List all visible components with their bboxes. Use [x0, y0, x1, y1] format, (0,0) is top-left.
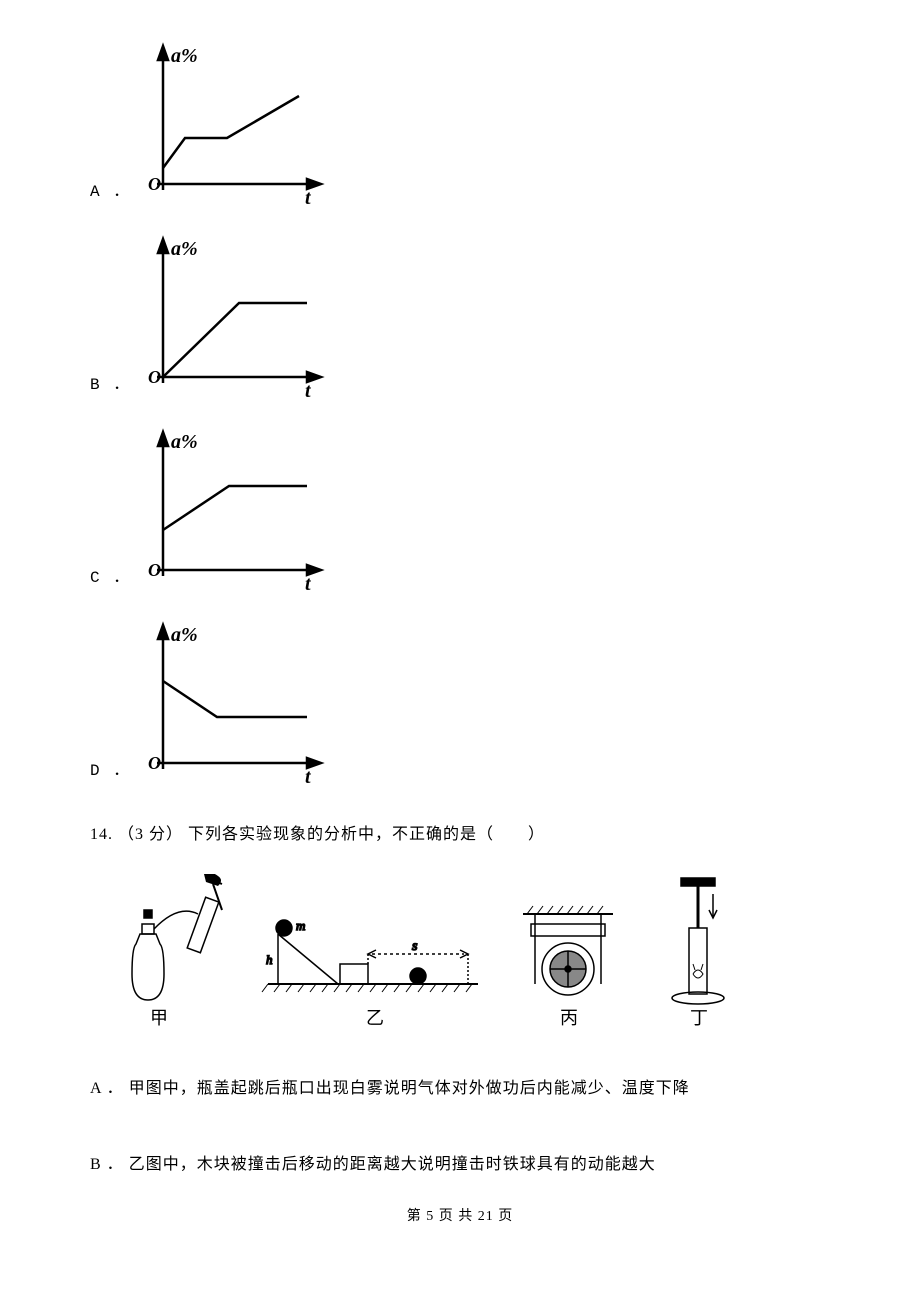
q14-b-text: 乙图中，木块被撞击后移动的距离越大说明撞击时铁球具有的动能越大	[129, 1156, 656, 1173]
q14-b-prefix: B ．	[90, 1156, 124, 1173]
svg-text:s: s	[412, 939, 418, 954]
option-c-label: C ．	[90, 563, 131, 591]
fig-label-ding: 丁	[690, 1008, 708, 1028]
page-footer: 第 5 页 共 21 页	[90, 1205, 830, 1225]
option-d-label: D ．	[90, 756, 131, 784]
graph-a: a% O t	[139, 40, 329, 205]
x-axis-label: t	[305, 766, 312, 784]
svg-text:h: h	[266, 952, 273, 967]
q14-text: 下列各实验现象的分析中，不正确的是（ ）	[188, 826, 545, 843]
q14-option-a: A ． 甲图中，瓶盖起跳后瓶口出现白雾说明气体对外做功后内能减少、温度下降	[90, 1068, 830, 1110]
x-axis-label: t	[305, 573, 312, 591]
option-a-row: A ． a% O t	[90, 40, 830, 205]
question-14-stem: 14. （3 分） 下列各实验现象的分析中，不正确的是（ ）	[90, 820, 830, 844]
q14-points: （3 分）	[118, 826, 183, 843]
figure-yi: m h s	[262, 918, 478, 992]
option-b-row: B ． a% O t	[90, 233, 830, 398]
fig-label-bing: 丙	[560, 1008, 578, 1028]
origin-label: O	[148, 174, 161, 194]
q14-a-prefix: A ．	[90, 1080, 124, 1097]
x-axis-label: t	[305, 380, 312, 398]
graph-d: a% O t	[139, 619, 329, 784]
origin-label: O	[148, 560, 161, 580]
option-d-row: D ． a% O t	[90, 619, 830, 784]
svg-text:m: m	[296, 918, 305, 933]
x-axis-label: t	[305, 187, 312, 205]
q14-option-b: B ． 乙图中，木块被撞击后移动的距离越大说明撞击时铁球具有的动能越大	[90, 1144, 830, 1186]
graph-b: a% O t	[139, 233, 329, 398]
q14-number: 14.	[90, 826, 113, 843]
origin-label: O	[148, 753, 161, 773]
option-c-row: C ． a% O t	[90, 426, 830, 591]
y-axis-label: a%	[171, 45, 198, 67]
figure-jia	[132, 874, 222, 1000]
graph-c: a% O t	[139, 426, 329, 591]
origin-label: O	[148, 367, 161, 387]
y-axis-label: a%	[171, 238, 198, 260]
q14-a-text: 甲图中，瓶盖起跳后瓶口出现白雾说明气体对外做功后内能减少、温度下降	[129, 1080, 690, 1097]
fig-label-jia: 甲	[150, 1008, 168, 1028]
fig-label-yi: 乙	[366, 1008, 384, 1028]
figure-ding	[672, 878, 724, 1004]
y-axis-label: a%	[171, 624, 198, 646]
option-b-label: B ．	[90, 370, 131, 398]
figure-bing	[523, 906, 613, 995]
y-axis-label: a%	[171, 431, 198, 453]
experiment-figures-svg: 甲 m h s	[118, 874, 758, 1029]
option-a-label: A ．	[90, 177, 131, 205]
q14-figures: 甲 m h s	[118, 874, 830, 1034]
